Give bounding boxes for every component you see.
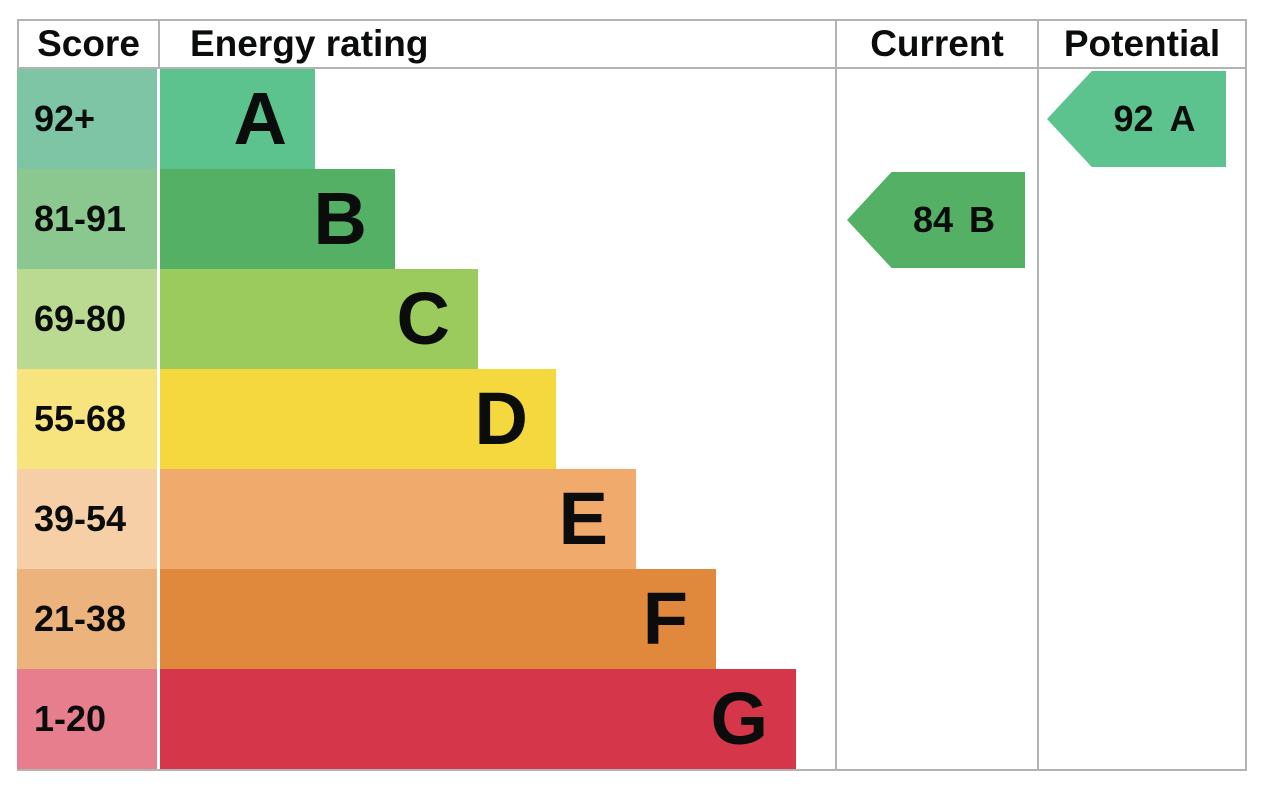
band-letter-c: C <box>396 277 450 360</box>
header-current: Current <box>835 19 1037 69</box>
band-letter-e: E <box>558 477 608 560</box>
band-row-g: 1-20 G <box>17 669 1247 769</box>
band-row-f: 21-38 F <box>17 569 1247 669</box>
rating-bar-a: A <box>160 69 315 169</box>
score-cell-d: 55-68 <box>17 369 157 469</box>
rating-bar-b: B <box>160 169 395 269</box>
band-row-a: 92+ A <box>17 69 1247 169</box>
band-row-b: 81-91 B <box>17 169 1247 269</box>
header-potential: Potential <box>1037 19 1247 69</box>
band-row-d: 55-68 D <box>17 369 1247 469</box>
score-cell-a: 92+ <box>17 69 157 169</box>
score-cell-b: 81-91 <box>17 169 157 269</box>
epc-table: Score Energy rating Current Potential 92… <box>17 19 1247 771</box>
current-rating-value: 84 <box>912 199 954 240</box>
potential-rating-value: 92 <box>1113 98 1154 139</box>
score-cell-g: 1-20 <box>17 669 157 769</box>
column-divider-current-left <box>835 19 837 771</box>
band-row-c: 69-80 C <box>17 269 1247 369</box>
rating-bar-g: G <box>160 669 796 769</box>
potential-rating-band: A <box>1169 98 1196 139</box>
score-cell-e: 39-54 <box>17 469 157 569</box>
column-divider-potential-left <box>1037 19 1039 771</box>
header-energy-rating: Energy rating <box>158 19 835 69</box>
rating-bar-e: E <box>160 469 636 569</box>
current-rating-arrow: 84 B <box>847 172 1025 268</box>
band-row-e: 39-54 E <box>17 469 1247 569</box>
band-letter-g: G <box>710 677 768 760</box>
band-letter-f: F <box>642 577 688 660</box>
potential-rating-arrow: 92 A <box>1047 71 1226 167</box>
score-cell-c: 69-80 <box>17 269 157 369</box>
current-rating-band: B <box>969 199 996 240</box>
band-letter-a: A <box>233 77 287 160</box>
rating-bar-c: C <box>160 269 478 369</box>
score-cell-f: 21-38 <box>17 569 157 669</box>
rating-bar-d: D <box>160 369 556 469</box>
band-letter-b: B <box>313 177 367 260</box>
header-score: Score <box>17 19 158 69</box>
band-letter-d: D <box>474 377 528 460</box>
rating-bar-f: F <box>160 569 716 669</box>
header-row: Score Energy rating Current Potential <box>17 19 1247 69</box>
column-divider-right-edge <box>1245 19 1247 771</box>
epc-body: 92+ A 81-91 B 69-80 C 55-68 <box>17 69 1247 771</box>
